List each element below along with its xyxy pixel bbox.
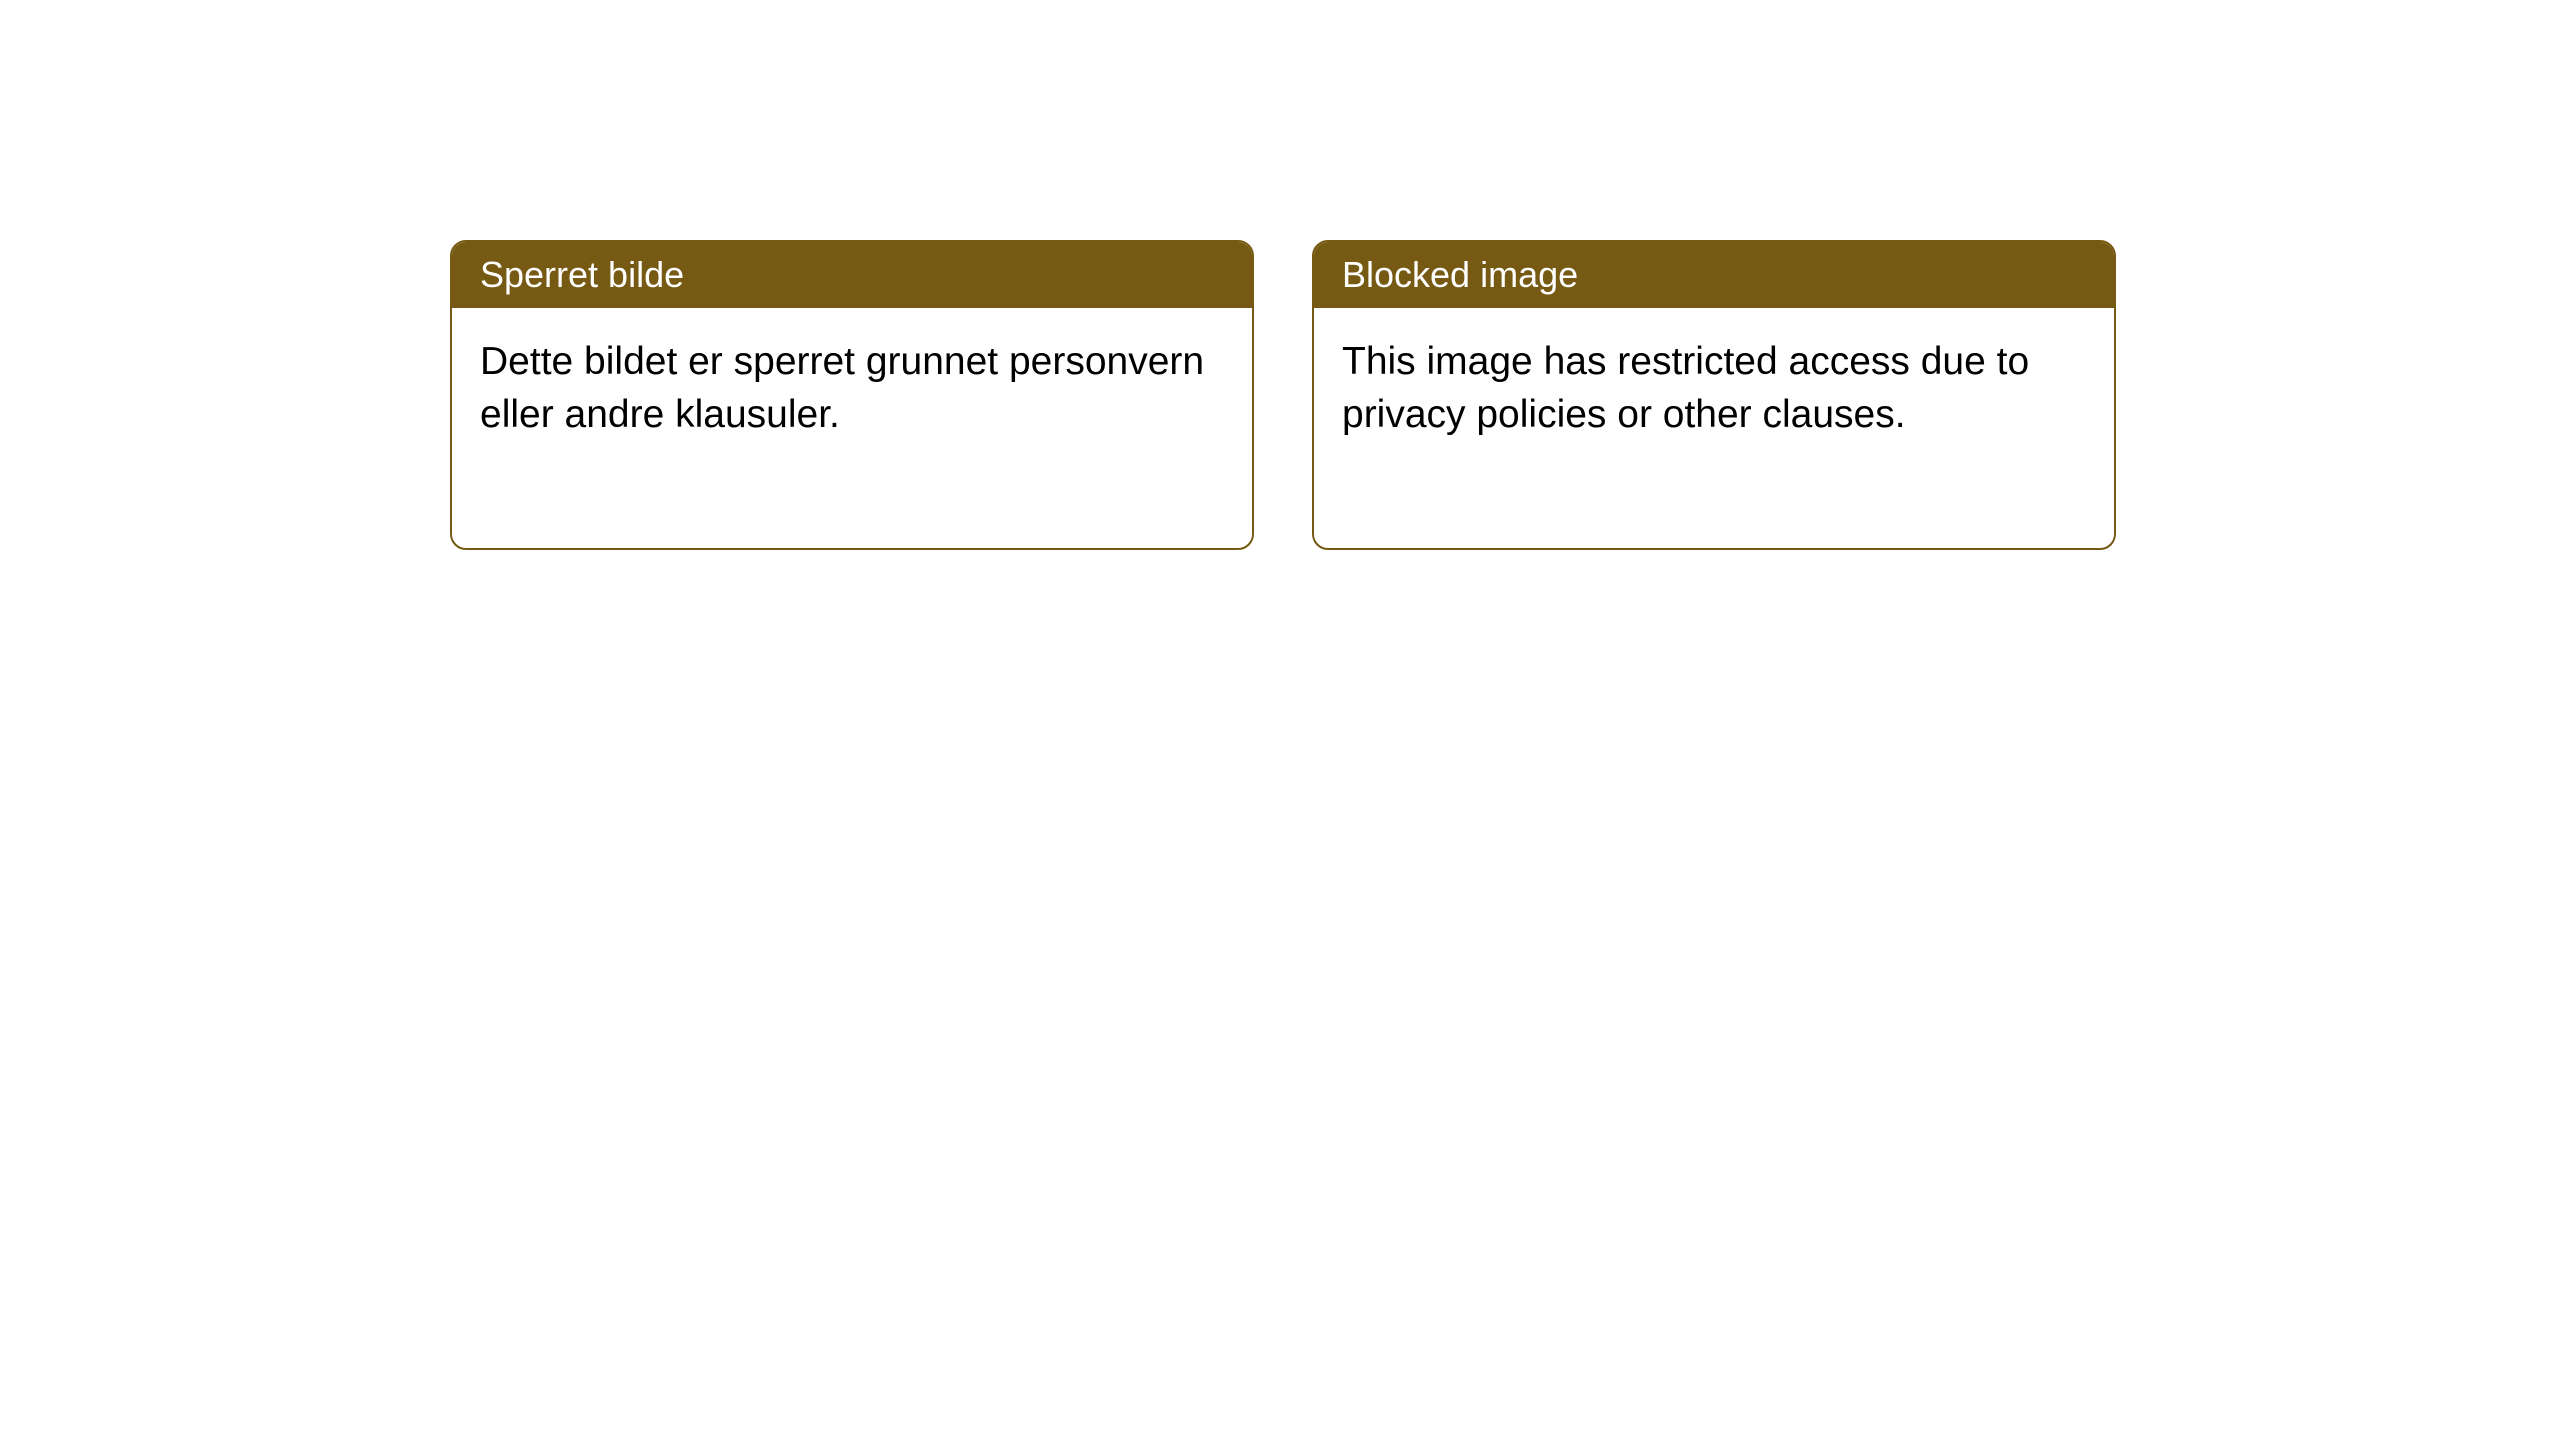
notice-title: Sperret bilde <box>480 254 684 295</box>
notice-container: Sperret bilde Dette bildet er sperret gr… <box>450 240 2116 550</box>
notice-body: Dette bildet er sperret grunnet personve… <box>452 308 1252 548</box>
notice-body: This image has restricted access due to … <box>1314 308 2114 548</box>
notice-text: Dette bildet er sperret grunnet personve… <box>480 340 1204 436</box>
notice-header: Sperret bilde <box>452 242 1252 308</box>
notice-card-norwegian: Sperret bilde Dette bildet er sperret gr… <box>450 240 1254 550</box>
notice-text: This image has restricted access due to … <box>1342 340 2029 436</box>
notice-card-english: Blocked image This image has restricted … <box>1312 240 2116 550</box>
notice-title: Blocked image <box>1342 254 1578 295</box>
notice-header: Blocked image <box>1314 242 2114 308</box>
